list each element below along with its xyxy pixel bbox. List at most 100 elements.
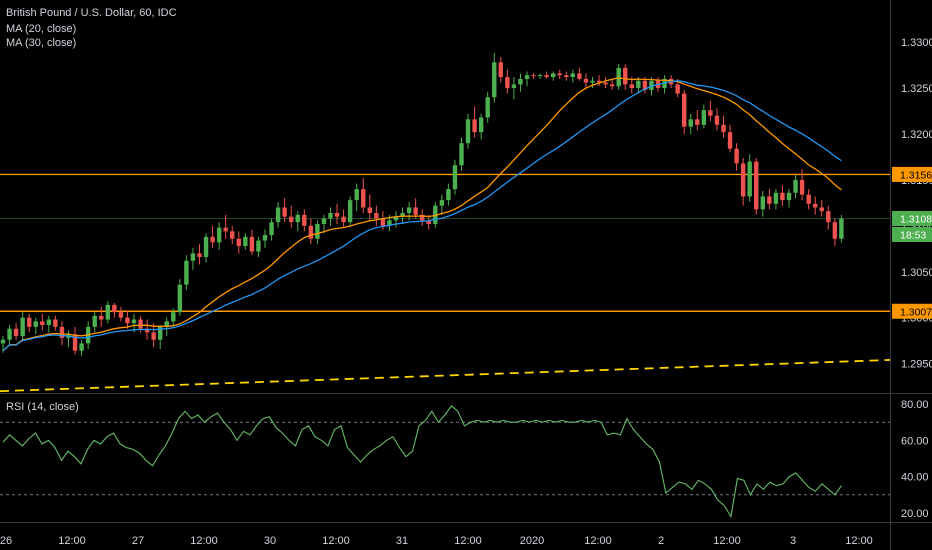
candle [210,225,215,248]
candle [596,75,602,87]
time-tick-label: 12:00 [58,535,86,547]
rsi-tick-label: 40.00 [901,472,929,484]
candle-body [99,315,104,320]
candle [59,321,65,346]
candle [505,69,510,94]
rsi-pane [0,405,890,519]
candle [452,159,458,195]
candle [760,190,765,217]
candle-body [40,321,45,326]
candle [564,71,569,81]
candle-body [623,67,628,85]
time-tick-label: 12:00 [454,535,482,547]
symbol-legend[interactable]: British Pound / U.S. Dollar, 60, IDC [6,7,177,19]
candle-body [452,165,458,190]
price-tag: 1.3007 [892,303,932,319]
rsi-legend[interactable]: RSI (14, close) [6,401,79,413]
candle-body [131,319,137,324]
ma30-legend[interactable]: MA (30, close) [6,37,77,49]
candle [249,229,255,256]
candle [53,315,58,331]
candle [105,301,110,324]
candle [33,317,38,335]
rsi-tick-label: 20.00 [901,508,929,520]
candle [734,143,739,171]
ma20-legend[interactable]: MA (20, close) [6,23,77,35]
candle-body [334,212,340,217]
candle-body [426,220,431,225]
candle-body [799,179,805,195]
candle-body [164,321,169,327]
candle-body [236,238,241,247]
candle-body [636,80,641,89]
candle-body [406,207,412,213]
candle [426,214,431,230]
candle [347,196,353,226]
candle-body [177,284,183,313]
candle [328,207,333,226]
candle [7,325,12,346]
candle [177,279,183,316]
candle [583,73,589,89]
candle [354,183,359,212]
candle-body [492,62,497,98]
candle-body [269,222,274,236]
candle [269,218,274,241]
candle-body [59,326,65,338]
candle-body [33,321,38,327]
candle [747,154,752,202]
candle-body [695,119,700,125]
time-tick-label: 2020 [520,535,544,547]
candle [13,323,19,340]
ma20-line [2,77,842,352]
candle-body [806,194,811,204]
candle [754,157,759,215]
candle-body [256,240,261,252]
candle [20,312,25,340]
candle [190,247,196,270]
candle-body [734,148,739,164]
candle-body [53,319,58,327]
candle-body [328,212,333,219]
candle-body [832,222,838,239]
candle-body [295,214,300,223]
trendline-layer[interactable] [0,359,891,393]
price-tag-label: 1.3156 [900,169,932,181]
candle-body [393,216,399,221]
candle-body [813,203,818,208]
candle [184,255,189,291]
candle-body [518,78,523,85]
candle [446,183,451,206]
candle [203,233,209,263]
time-tick-label: 12:00 [713,535,741,547]
candle-body [465,119,471,144]
price-tag-bg [892,303,932,319]
axes: 1.33001.32501.32001.31501.31001.30501.30… [0,37,932,547]
candle [341,209,346,228]
candle [688,113,693,134]
time-tick-label: 26 [0,535,12,547]
candle [465,113,471,149]
candle [786,189,792,208]
candle [295,211,300,232]
candle-body [551,73,556,78]
candle-body [315,224,320,239]
candle [151,323,156,348]
candle-body [367,207,372,213]
candle [531,73,536,79]
candle-body [701,110,707,125]
candle [374,205,379,226]
candle [236,231,241,254]
candle [334,203,340,225]
candle-body [144,328,150,333]
candle-body [413,207,418,215]
candle [223,214,228,239]
price-tag-label: 1.3007 [900,306,932,318]
candle-body [374,212,379,219]
price-tick-label: 1.2950 [901,359,932,371]
candle-body [308,225,314,239]
candle-body [216,227,222,243]
candle [197,244,202,265]
price-tick-label: 1.3200 [901,129,932,141]
